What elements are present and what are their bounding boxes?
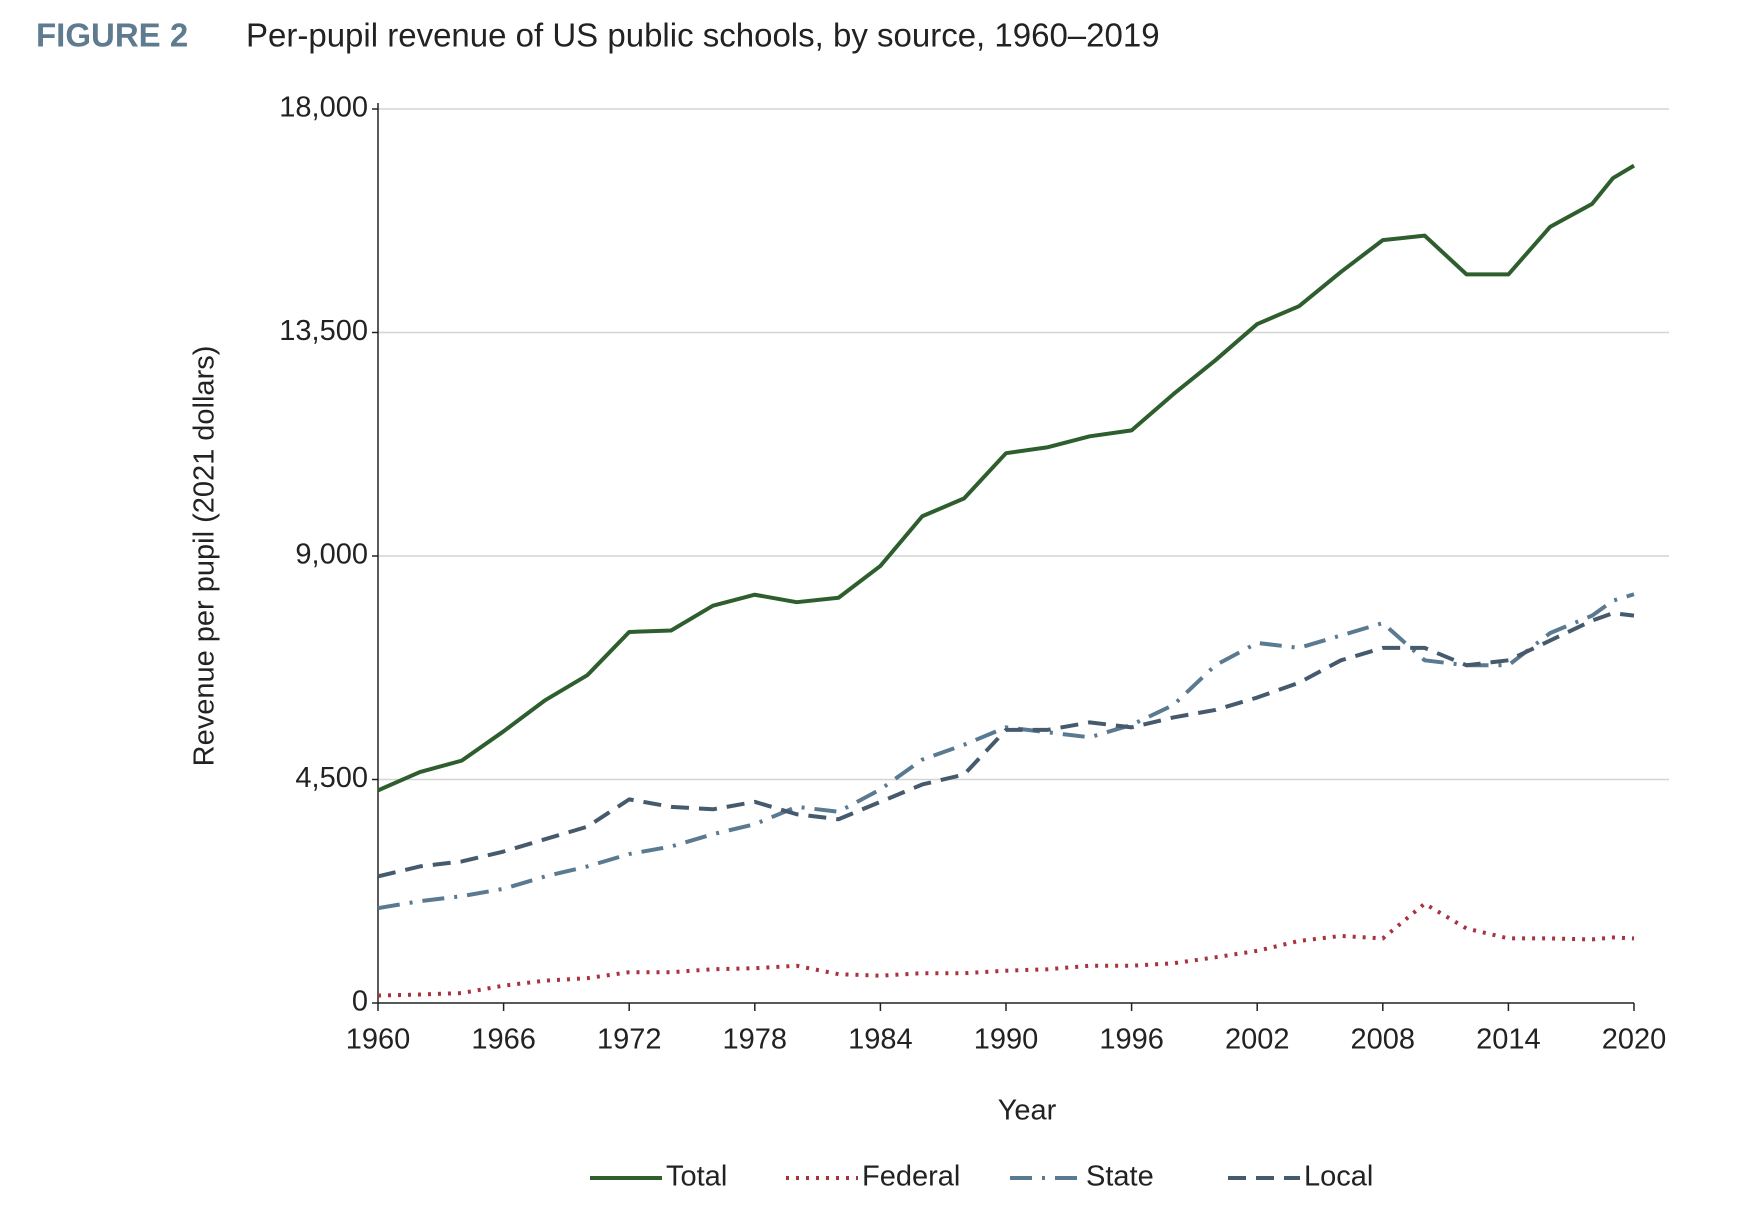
y-tick-label: 4,500 <box>295 762 368 794</box>
x-tick-label: 1960 <box>346 1024 411 1056</box>
x-tick-label: 2002 <box>1225 1024 1290 1056</box>
legend-label: Local <box>1304 1161 1373 1193</box>
y-tick-label: 18,000 <box>279 92 368 124</box>
series-line <box>377 592 1635 911</box>
chart-title: Per-pupil revenue of US public schools, … <box>246 17 1160 54</box>
x-axis-label: Year <box>998 1095 1057 1127</box>
x-tick-label: 1996 <box>1099 1024 1164 1056</box>
y-tick-label: 13,500 <box>279 315 368 347</box>
y-tick-label: 9,000 <box>295 539 368 571</box>
x-tick-label: 1978 <box>723 1024 788 1056</box>
legend-label: State <box>1086 1161 1154 1193</box>
x-tick-label: 1990 <box>974 1024 1039 1056</box>
x-tick-label: 2020 <box>1602 1024 1667 1056</box>
x-tick-label: 1966 <box>471 1024 536 1056</box>
x-tick-label: 2014 <box>1476 1024 1541 1056</box>
x-tick-label: 2008 <box>1351 1024 1416 1056</box>
y-axis-label: Revenue per pupil (2021 dollars) <box>189 346 221 767</box>
y-tick-label: 0 <box>352 986 368 1018</box>
series-line <box>377 611 1635 879</box>
series-line <box>377 163 1636 793</box>
x-tick-label: 1972 <box>597 1024 662 1056</box>
figure-label: FIGURE 2 <box>36 17 188 54</box>
x-tick-label: 1984 <box>848 1024 913 1056</box>
series-line <box>377 901 1635 998</box>
legend-label: Federal <box>862 1161 960 1193</box>
legend-label: Total <box>666 1161 727 1193</box>
